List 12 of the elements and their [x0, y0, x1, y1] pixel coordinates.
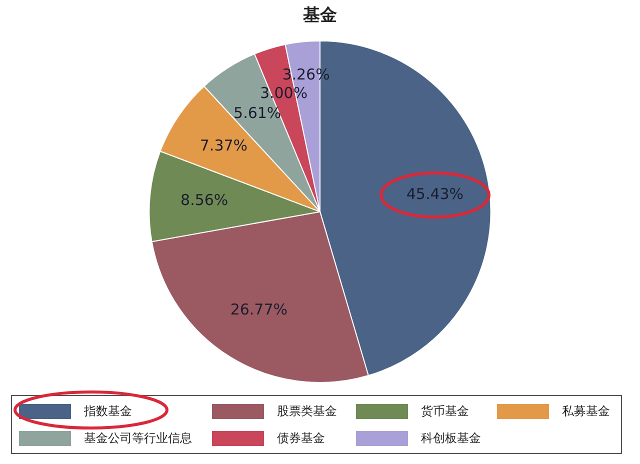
data-label: 7.37% — [200, 136, 248, 155]
chart-title: 基金 — [302, 6, 337, 26]
data-label: 8.56% — [180, 190, 228, 209]
data-label: 45.43% — [406, 184, 464, 203]
legend-label: 基金公司等行业信息 — [84, 430, 192, 447]
legend-label: 债券基金 — [277, 430, 325, 447]
legend-label: 指数基金 — [84, 403, 132, 420]
legend-label: 股票类基金 — [277, 403, 337, 420]
legend-label: 科创板基金 — [421, 430, 481, 447]
data-label: 26.77% — [230, 300, 288, 318]
legend-label: 货币基金 — [421, 403, 469, 420]
legend-label: 私募基金 — [562, 403, 610, 420]
